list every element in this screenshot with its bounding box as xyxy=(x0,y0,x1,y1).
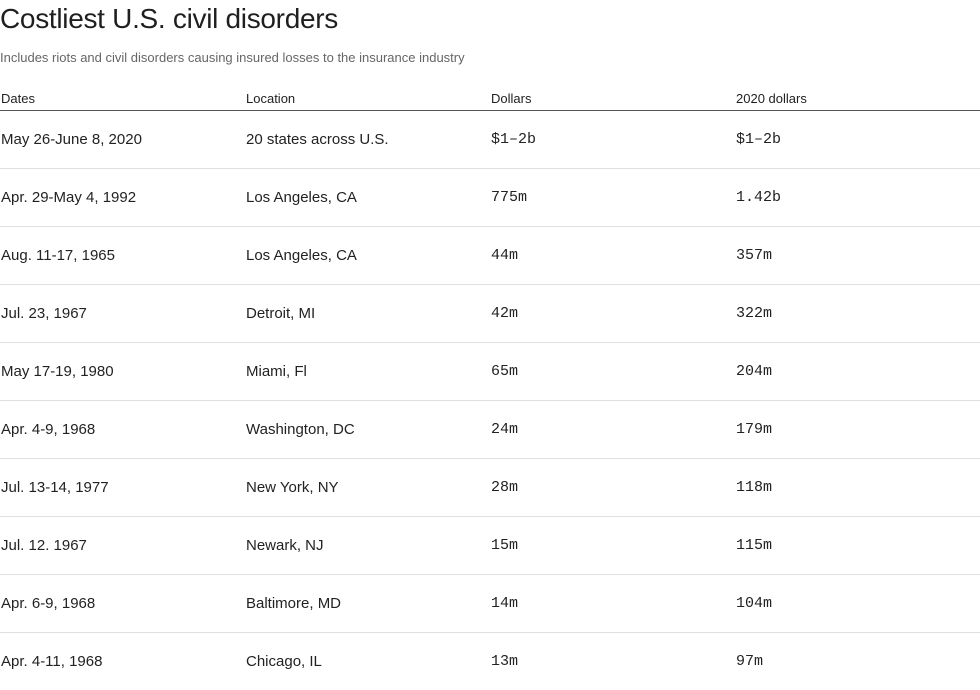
dates-cell: Apr. 4-9, 1968 xyxy=(1,421,96,438)
dates-cell: Aug. 11-17, 1965 xyxy=(1,247,115,264)
chart-title: Costliest U.S. civil disorders xyxy=(0,3,338,34)
data-table: Dates Location Dollars 2020 dollars May … xyxy=(0,88,980,690)
dollars-cell: 14m xyxy=(491,595,519,612)
dollars-cell: 28m xyxy=(491,479,519,496)
table-row: Apr. 29-May 4, 1992 Los Angeles, CA 775m 1.… xyxy=(0,169,980,227)
table-row: Apr. 4-9, 1968 Washington, DC 24m 179m xyxy=(0,401,980,459)
location-cell: Los Angeles, CA xyxy=(246,189,357,206)
dates-cell: Jul. 23, 1967 xyxy=(1,305,87,322)
dates-cell: Apr. 6-9, 1968 xyxy=(1,595,96,612)
table-row: Jul. 12. 1967 Newark, NJ 15m 115m xyxy=(0,517,980,575)
location-cell: Los Angeles, CA xyxy=(246,247,357,264)
dates-cell: May 17-19, 1980 xyxy=(1,363,114,380)
dollars-cell: 42m xyxy=(491,305,519,322)
table-row: Apr. 6-9, 1968 Baltimore, MD 14m 104m xyxy=(0,575,980,633)
dates-cell: Jul. 13-14, 1977 xyxy=(1,479,109,496)
dates-cell: May 26-June 8, 2020 xyxy=(1,131,142,148)
column-header-dates: Dates xyxy=(1,91,35,106)
dates-cell: Jul. 12. 1967 xyxy=(1,537,87,554)
location-cell: New York, NY xyxy=(246,479,339,496)
dates-cell: Apr. 29-May 4, 1992 xyxy=(1,189,137,206)
dollars-cell: 24m xyxy=(491,421,519,438)
dollars-2020-cell: 1.42b xyxy=(736,189,782,206)
dollars-2020-cell: 322m xyxy=(736,305,773,322)
dollars-2020-cell: 179m xyxy=(736,421,773,438)
column-header-location: Location xyxy=(246,91,296,106)
table-row: Jul. 13-14, 1977 New York, NY 28m 118m xyxy=(0,459,980,517)
table-row: Jul. 23, 1967 Detroit, MI 42m 322m xyxy=(0,285,980,343)
dollars-2020-cell: 104m xyxy=(736,595,773,612)
table-row: Apr. 4-11, 1968 Chicago, IL 13m 97m xyxy=(0,633,980,690)
table-body: May 26-June 8, 2020 20 states across U.S.… xyxy=(0,111,980,690)
column-header-2020-dollars: 2020 dollars xyxy=(736,91,807,106)
dollars-cell: 775m xyxy=(491,189,528,206)
table-row: Aug. 11-17, 1965 Los Angeles, CA 44m 357m xyxy=(0,227,980,285)
dollars-cell: 13m xyxy=(491,653,519,670)
table-row: May 26-June 8, 2020 20 states across U.S.… xyxy=(0,111,980,169)
dollars-2020-cell: 204m xyxy=(736,363,773,380)
location-cell: Washington, DC xyxy=(246,421,355,438)
dollars-2020-cell: 97m xyxy=(736,653,764,670)
dollars-cell: 65m xyxy=(491,363,519,380)
location-cell: Baltimore, MD xyxy=(246,595,342,612)
dollars-cell: 44m xyxy=(491,247,519,264)
column-header-dollars: Dollars xyxy=(491,91,532,106)
location-cell: Miami, Fl xyxy=(246,363,307,380)
dollars-2020-cell: 115m xyxy=(736,537,773,554)
dollars-cell: $1–2b xyxy=(491,131,537,148)
dollars-2020-cell: 357m xyxy=(736,247,773,264)
table-header: Dates Location Dollars 2020 dollars xyxy=(0,88,980,111)
location-cell: Newark, NJ xyxy=(246,537,324,554)
dates-cell: Apr. 4-11, 1968 xyxy=(1,653,103,670)
location-cell: Chicago, IL xyxy=(246,653,322,670)
dollars-2020-cell: $1–2b xyxy=(736,131,782,148)
location-cell: Detroit, MI xyxy=(246,305,316,322)
table-row: May 17-19, 1980 Miami, Fl 65m 204m xyxy=(0,343,980,401)
chart-subtitle: Includes riots and civil disorders causi… xyxy=(0,50,465,65)
dollars-2020-cell: 118m xyxy=(736,479,773,496)
dollars-cell: 15m xyxy=(491,537,519,554)
location-cell: 20 states across U.S. xyxy=(246,131,389,148)
